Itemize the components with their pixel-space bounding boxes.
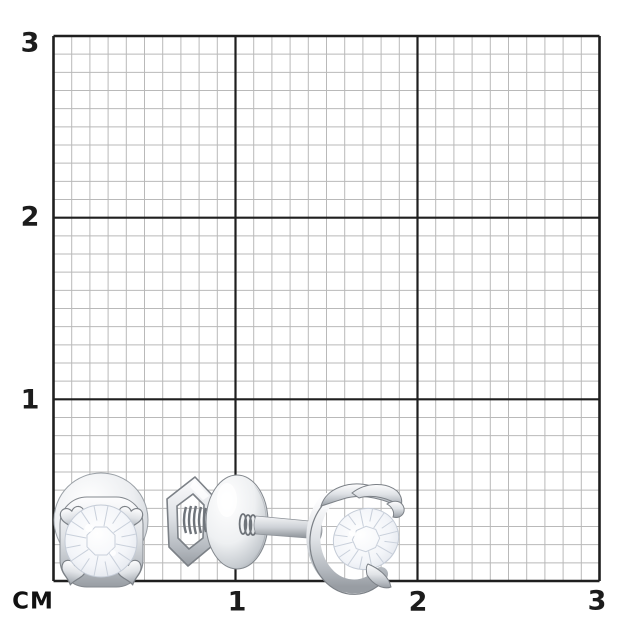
diamond-side (332, 507, 400, 571)
diamond-front-facets (65, 505, 137, 577)
dome-rim-shadow (253, 484, 267, 560)
x-axis-label-3: 3 (587, 585, 607, 617)
basket-ring (306, 493, 388, 594)
basket-edge (309, 505, 387, 595)
top-petal-right (351, 484, 403, 508)
y-axis-label-3: 3 (20, 27, 40, 59)
measurement-grid (52, 34, 601, 583)
sparkle (348, 529, 356, 537)
unit-label-cm: СМ (12, 588, 54, 615)
stud-earring-side-view (306, 483, 405, 595)
x-axis-label-1: 1 (227, 586, 247, 618)
sparkle (110, 550, 116, 556)
stud-earring-front-view (53, 472, 149, 588)
screw-back-clasp-side-view (166, 474, 323, 570)
nut-highlight (190, 480, 209, 500)
sparkle (85, 524, 93, 532)
y-axis-label-2: 2 (20, 201, 40, 233)
diamond-front (64, 504, 138, 578)
dome-highlight (217, 483, 237, 517)
y-axis-label-1: 1 (20, 384, 40, 416)
prong-top-right (386, 500, 405, 518)
prong-bottom-right (365, 563, 392, 589)
screw-spring-coil (182, 505, 208, 535)
diamond-side-facets (333, 508, 399, 570)
x-axis-label-2: 2 (408, 586, 428, 618)
